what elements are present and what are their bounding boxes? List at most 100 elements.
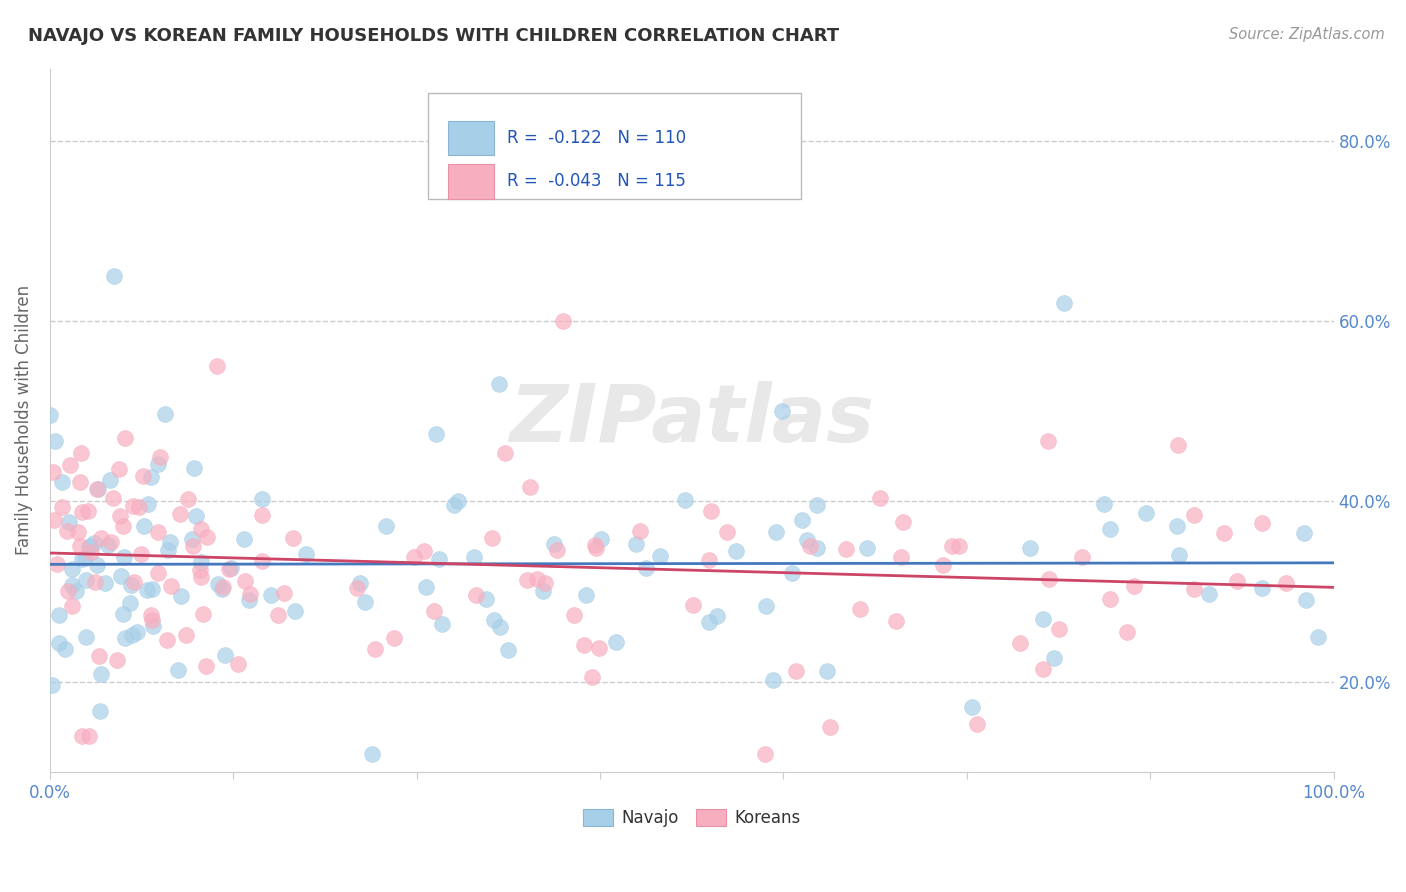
Point — [1251, 581, 1274, 595]
Point — [51, 475, 73, 489]
Point — [1047, 622, 1070, 636]
Point — [754, 747, 776, 761]
Point — [1274, 576, 1296, 591]
Point — [1182, 582, 1205, 597]
Point — [112, 549, 135, 564]
Point — [89, 704, 111, 718]
Point — [1294, 525, 1316, 540]
Point — [75, 574, 97, 588]
Point — [543, 537, 565, 551]
Point — [382, 631, 405, 645]
Point — [190, 555, 212, 569]
Point — [69, 539, 91, 553]
Point — [186, 508, 208, 523]
Point — [232, 532, 254, 546]
Point — [42, 465, 65, 479]
Point — [284, 604, 307, 618]
Point — [481, 531, 503, 545]
Point — [190, 522, 212, 536]
Point — [770, 404, 793, 418]
Point — [76, 504, 98, 518]
Point — [581, 670, 603, 684]
Point — [1166, 519, 1188, 533]
Point — [110, 569, 132, 583]
Point — [90, 667, 112, 681]
Point — [138, 497, 160, 511]
Point — [806, 499, 828, 513]
Point — [169, 508, 191, 522]
Point — [177, 492, 200, 507]
Point — [413, 543, 436, 558]
Point — [72, 552, 94, 566]
Point — [283, 532, 305, 546]
Point — [1038, 572, 1060, 586]
Point — [1213, 525, 1236, 540]
Point — [423, 604, 446, 618]
Point — [941, 539, 963, 553]
Point — [252, 553, 274, 567]
Point — [226, 657, 249, 671]
Point — [1071, 550, 1094, 565]
Point — [364, 641, 387, 656]
Point — [1098, 591, 1121, 606]
Point — [39, 408, 62, 422]
Point — [75, 550, 97, 565]
Point — [706, 608, 728, 623]
Point — [1031, 662, 1053, 676]
Point — [1092, 497, 1115, 511]
Point — [585, 541, 607, 555]
Point — [108, 462, 131, 476]
Point — [167, 663, 190, 677]
Point — [1053, 296, 1076, 310]
Point — [583, 538, 606, 552]
Point — [273, 585, 295, 599]
Point — [101, 491, 124, 505]
Point — [42, 513, 65, 527]
Point — [183, 460, 205, 475]
Point — [931, 558, 953, 572]
Point — [69, 475, 91, 490]
Text: Source: ZipAtlas.com: Source: ZipAtlas.com — [1229, 27, 1385, 42]
Point — [86, 483, 108, 497]
Point — [1226, 574, 1249, 589]
Point — [1198, 586, 1220, 600]
FancyBboxPatch shape — [447, 164, 494, 199]
Point — [762, 673, 785, 688]
Point — [233, 574, 256, 589]
Point — [648, 549, 671, 564]
Point — [697, 553, 720, 567]
Point — [59, 458, 82, 472]
Point — [194, 659, 217, 673]
Point — [494, 446, 516, 460]
Point — [575, 589, 598, 603]
Point — [45, 557, 67, 571]
Point — [353, 595, 375, 609]
Point — [962, 699, 984, 714]
Point — [100, 534, 122, 549]
Point — [553, 314, 575, 328]
Point — [219, 560, 242, 574]
Point — [118, 596, 141, 610]
Point — [112, 607, 135, 621]
Point — [128, 500, 150, 514]
Point — [700, 504, 723, 518]
Point — [673, 493, 696, 508]
Text: R =  -0.122   N = 110: R = -0.122 N = 110 — [506, 129, 686, 147]
Point — [90, 531, 112, 545]
Point — [799, 539, 821, 553]
Text: NAVAJO VS KOREAN FAMILY HOUSEHOLDS WITH CHILDREN CORRELATION CHART: NAVAJO VS KOREAN FAMILY HOUSEHOLDS WITH … — [28, 27, 839, 45]
Point — [484, 613, 506, 627]
Point — [120, 578, 142, 592]
Point — [260, 588, 283, 602]
Legend: Navajo, Koreans: Navajo, Koreans — [576, 803, 807, 834]
Point — [1295, 592, 1317, 607]
Point — [425, 427, 447, 442]
Point — [780, 566, 803, 580]
Point — [1008, 635, 1031, 649]
Point — [463, 550, 485, 565]
Point — [79, 545, 101, 559]
Point — [295, 547, 318, 561]
Point — [139, 470, 162, 484]
Point — [835, 541, 858, 556]
Point — [591, 532, 613, 546]
